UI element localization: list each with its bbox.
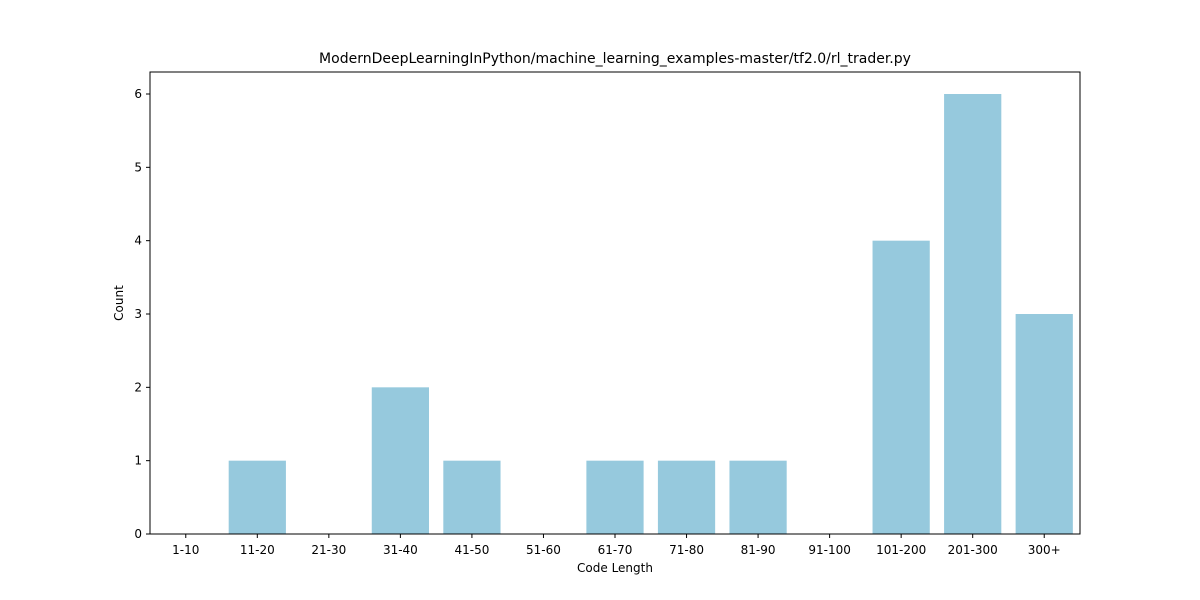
x-tick-label: 41-50 xyxy=(454,543,489,557)
plot-area-frame xyxy=(149,71,1081,535)
y-tick-label: 4 xyxy=(134,234,142,248)
x-tick-label: 300+ xyxy=(1028,543,1061,557)
x-tick-label: 31-40 xyxy=(383,543,418,557)
bar-11-20 xyxy=(228,460,286,534)
x-tick-label: 81-90 xyxy=(741,543,776,557)
x-tick-label: 51-60 xyxy=(526,543,561,557)
x-tick-label: 71-80 xyxy=(669,543,704,557)
bar-31-40 xyxy=(371,387,429,534)
y-tick-label: 5 xyxy=(134,160,142,174)
y-tick-label: 1 xyxy=(134,454,142,468)
y-tick-label: 3 xyxy=(134,307,142,321)
bar-101-200 xyxy=(872,240,930,535)
x-tick-label: 101-200 xyxy=(876,543,926,557)
x-tick-label: 201-300 xyxy=(948,543,998,557)
y-axis-label: Count xyxy=(112,285,126,321)
y-tick-label: 2 xyxy=(134,380,142,394)
bar-300+ xyxy=(1015,314,1073,534)
chart-title: ModernDeepLearningInPython/machine_learn… xyxy=(319,51,911,67)
y-tick-label: 6 xyxy=(134,87,142,101)
x-axis-label: Code Length xyxy=(577,561,653,575)
x-axis-ticks: 1-10 11-20 21-30 31-40 41-50 51-60 61-70 71-80 8… xyxy=(172,534,1061,557)
y-tick-label: 0 xyxy=(134,527,142,541)
x-tick-label: 21-30 xyxy=(311,543,346,557)
x-tick-label: 91-100 xyxy=(808,543,851,557)
bar-41-50 xyxy=(443,460,501,534)
x-tick-label: 1-10 xyxy=(172,543,199,557)
x-tick-label: 11-20 xyxy=(240,543,275,557)
bar-71-80 xyxy=(657,460,716,534)
bar-61-70 xyxy=(586,460,644,534)
x-tick-label: 61-70 xyxy=(598,543,633,557)
y-axis-ticks: 0 1 2 3 4 5 6 xyxy=(134,87,150,541)
bars-group xyxy=(228,94,1073,535)
bar-81-90 xyxy=(729,460,787,534)
bar-201-300 xyxy=(944,94,1002,534)
